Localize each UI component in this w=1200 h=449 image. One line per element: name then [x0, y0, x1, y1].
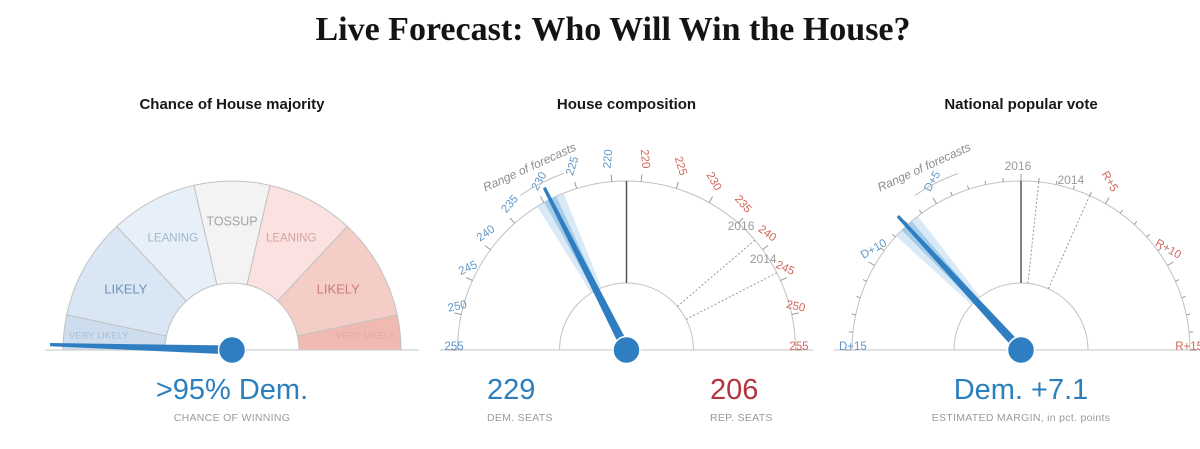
svg-text:230: 230 [530, 170, 550, 193]
svg-text:220: 220 [638, 149, 652, 169]
svg-text:2016: 2016 [728, 219, 755, 233]
svg-text:R+15: R+15 [1175, 341, 1200, 353]
svg-text:220: 220 [602, 149, 616, 169]
svg-text:TOSSUP: TOSSUP [206, 214, 257, 228]
svg-text:LEANING: LEANING [148, 233, 199, 245]
svg-text:D+5: D+5 [922, 169, 943, 194]
svg-text:R+10: R+10 [1153, 237, 1183, 261]
svg-text:245: 245 [457, 259, 479, 278]
svg-text:2014: 2014 [1057, 173, 1084, 187]
svg-text:245: 245 [774, 259, 796, 278]
svg-text:VERY LIKELY: VERY LIKELY [335, 331, 395, 342]
svg-text:LIKELY: LIKELY [104, 281, 147, 296]
svg-text:D+10: D+10 [859, 237, 889, 261]
svg-text:225: 225 [564, 155, 581, 177]
svg-text:D+15: D+15 [839, 341, 867, 353]
svg-text:240: 240 [756, 223, 779, 244]
svg-text:R+5: R+5 [1099, 169, 1120, 194]
svg-text:230: 230 [703, 170, 723, 193]
svg-text:VERY LIKELY: VERY LIKELY [69, 331, 129, 342]
svg-text:Range of forecasts: Range of forecasts [481, 140, 578, 195]
svg-text:LIKELY: LIKELY [317, 281, 360, 296]
svg-text:2016: 2016 [1005, 159, 1032, 173]
svg-text:2014: 2014 [750, 252, 777, 266]
svg-text:235: 235 [732, 193, 754, 215]
svg-text:255: 255 [789, 341, 808, 353]
svg-text:LEANING: LEANING [266, 233, 317, 245]
svg-text:250: 250 [447, 299, 468, 315]
svg-text:225: 225 [672, 155, 689, 177]
svg-text:255: 255 [445, 341, 464, 353]
svg-text:Range of forecasts: Range of forecasts [875, 140, 972, 195]
svg-text:240: 240 [475, 223, 498, 244]
svg-text:250: 250 [785, 299, 806, 315]
svg-text:235: 235 [499, 193, 521, 215]
